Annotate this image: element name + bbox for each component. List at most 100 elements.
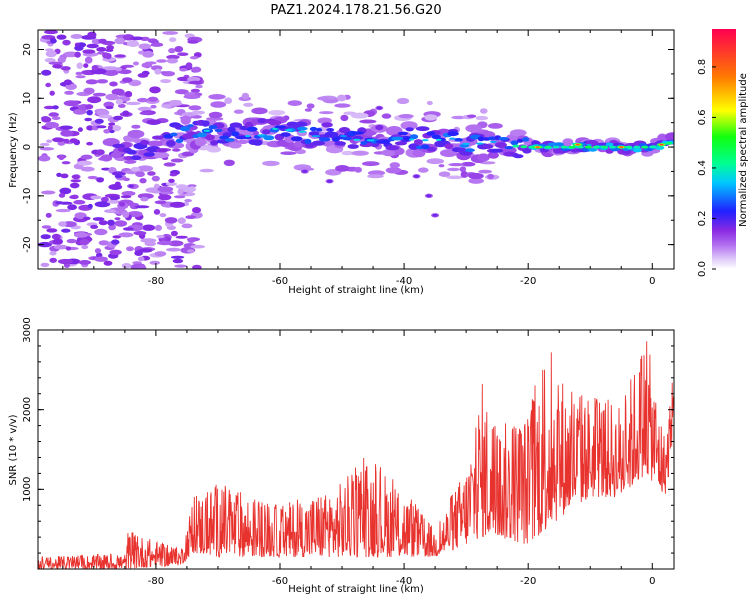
heatmap-cell [601,145,608,149]
heatmap-cell [41,69,52,76]
heatmap-cell [512,144,520,148]
heatmap-ytick-label: -10 [22,188,33,204]
heatmap-cell [144,241,157,247]
snr-xtick-label: -60 [272,576,288,587]
heatmap-cell [63,138,70,144]
heatmap-cell [60,173,69,179]
heatmap-cell [194,137,207,147]
heatmap-cell [170,158,184,163]
heatmap-cell [134,250,143,256]
heatmap-cell [96,125,107,129]
heatmap-cell [39,142,50,147]
heatmap-cell [295,121,308,127]
heatmap-cell [61,228,71,233]
heatmap-cell [367,174,384,179]
heatmap-cell [359,119,377,124]
heatmap-cell [86,141,93,146]
heatmap-cell [268,110,286,116]
heatmap-cell [153,209,161,215]
heatmap-cell [487,123,503,129]
colorbar: 0.0 0.2 0.4 0.6 0.8 Normalized spectral ampl… [697,29,749,277]
heatmap-cell [316,127,323,132]
heatmap-cell [245,135,251,138]
heatmap-cell [409,134,419,140]
heatmap-cell [169,173,178,177]
heatmap-cell [477,136,485,142]
heatmap-cell [326,128,335,132]
heatmap-cell [187,76,201,82]
heatmap-cell [397,131,408,136]
heatmap-cell [302,170,308,173]
heatmap-cell [522,137,530,142]
heatmap-cell [351,150,369,156]
heatmap-cell [185,215,197,220]
heatmap-cell [140,196,149,202]
heatmap-cell [592,145,600,149]
heatmap-cell [520,145,528,149]
heatmap-cell [58,193,66,198]
heatmap-cell [113,115,123,121]
figure-title: PAZ1.2024.178.21.56.G20 [270,3,441,18]
heatmap-cell [57,258,74,265]
heatmap-cell [187,184,197,188]
heatmap-cell [509,129,527,137]
heatmap-cell [195,84,203,89]
heatmap-cell [665,141,673,145]
heatmap-cell [98,220,108,226]
heatmap-cell [111,88,125,96]
heatmap-cell [516,138,524,143]
heatmap-cell [98,240,110,246]
heatmap-cell [304,108,313,112]
heatmap-cell [244,121,254,128]
heatmap-cell [119,202,126,207]
heatmap-cell [426,158,445,165]
heatmap-cell [280,132,291,137]
heatmap-cell [204,134,215,141]
heatmap-cell [70,34,83,39]
heatmap-cell [38,241,52,248]
snr-xtick-label: 0 [649,576,655,587]
heatmap-cell [81,244,89,250]
heatmap-cell [74,51,81,58]
heatmap-cell [69,138,79,144]
heatmap-cell [96,47,107,52]
heatmap-cell [149,86,161,94]
heatmap-cell [137,264,147,269]
heatmap-cell [287,100,302,106]
heatmap-cell [632,147,642,153]
heatmap-cell [339,135,347,138]
heatmap-cell [513,154,524,159]
heatmap-cell [92,217,105,221]
heatmap-cell [243,102,254,107]
colorbar-gradient [712,29,736,269]
heatmap-cell [44,30,58,35]
heatmap-cell [489,140,497,143]
heatmap-cell [350,112,369,119]
heatmap-cell [66,238,77,244]
heatmap-cell [332,136,339,142]
heatmap-cell [107,219,115,226]
heatmap-cell [257,118,267,124]
heatmap-cell [112,235,122,239]
heatmap-cell [121,191,136,196]
heatmap-cell [482,144,494,149]
heatmap-cell [188,105,202,111]
heatmap-cell [102,52,110,59]
heatmap-cell [335,165,350,172]
heatmap-cell [161,104,172,108]
heatmap-cell [341,150,354,156]
snr-ytick-label: 2000 [22,397,33,422]
heatmap-cell [151,175,160,182]
heatmap-cell [478,169,492,174]
colorbar-tick-label: 0.2 [697,211,708,227]
heatmap-cell [370,142,380,148]
heatmap-cell [100,154,113,162]
heatmap-cell [118,232,134,238]
heatmap-cell [321,122,333,128]
heatmap-cell [382,139,390,145]
heatmap-cell [420,144,430,150]
heatmap-cell [157,186,174,193]
heatmap-cell [192,207,201,214]
heatmap-cell [465,124,482,133]
heatmap-cell [360,141,368,145]
